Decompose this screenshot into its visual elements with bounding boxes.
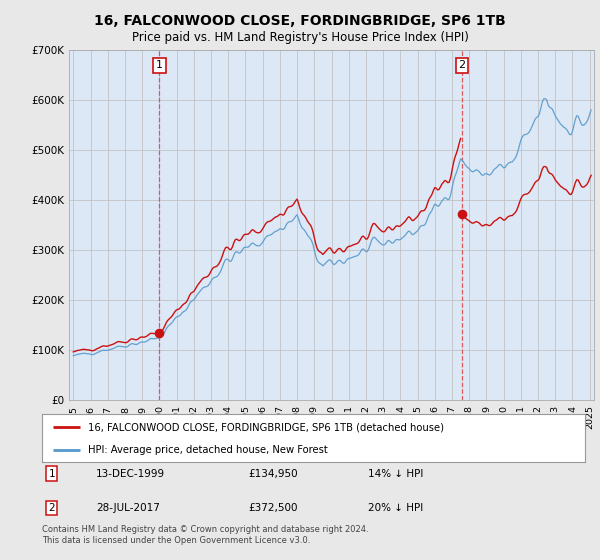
Text: 2: 2: [458, 60, 466, 71]
Point: [155, 329, 164, 338]
Text: 2: 2: [49, 503, 55, 513]
Text: 14% ↓ HPI: 14% ↓ HPI: [368, 469, 423, 479]
Text: 20% ↓ HPI: 20% ↓ HPI: [368, 503, 423, 513]
Text: Contains HM Land Registry data © Crown copyright and database right 2024.
This d: Contains HM Land Registry data © Crown c…: [42, 525, 368, 545]
Point: [457, 209, 467, 218]
Text: 16, FALCONWOOD CLOSE, FORDINGBRIDGE, SP6 1TB: 16, FALCONWOOD CLOSE, FORDINGBRIDGE, SP6…: [94, 14, 506, 28]
Text: 13-DEC-1999: 13-DEC-1999: [97, 469, 166, 479]
Text: £372,500: £372,500: [248, 503, 298, 513]
Text: 1: 1: [49, 469, 55, 479]
Text: 28-JUL-2017: 28-JUL-2017: [97, 503, 160, 513]
Text: £134,950: £134,950: [248, 469, 298, 479]
Text: 1: 1: [156, 60, 163, 71]
Text: Price paid vs. HM Land Registry's House Price Index (HPI): Price paid vs. HM Land Registry's House …: [131, 31, 469, 44]
Text: HPI: Average price, detached house, New Forest: HPI: Average price, detached house, New …: [88, 445, 328, 455]
Text: 16, FALCONWOOD CLOSE, FORDINGBRIDGE, SP6 1TB (detached house): 16, FALCONWOOD CLOSE, FORDINGBRIDGE, SP6…: [88, 422, 444, 432]
